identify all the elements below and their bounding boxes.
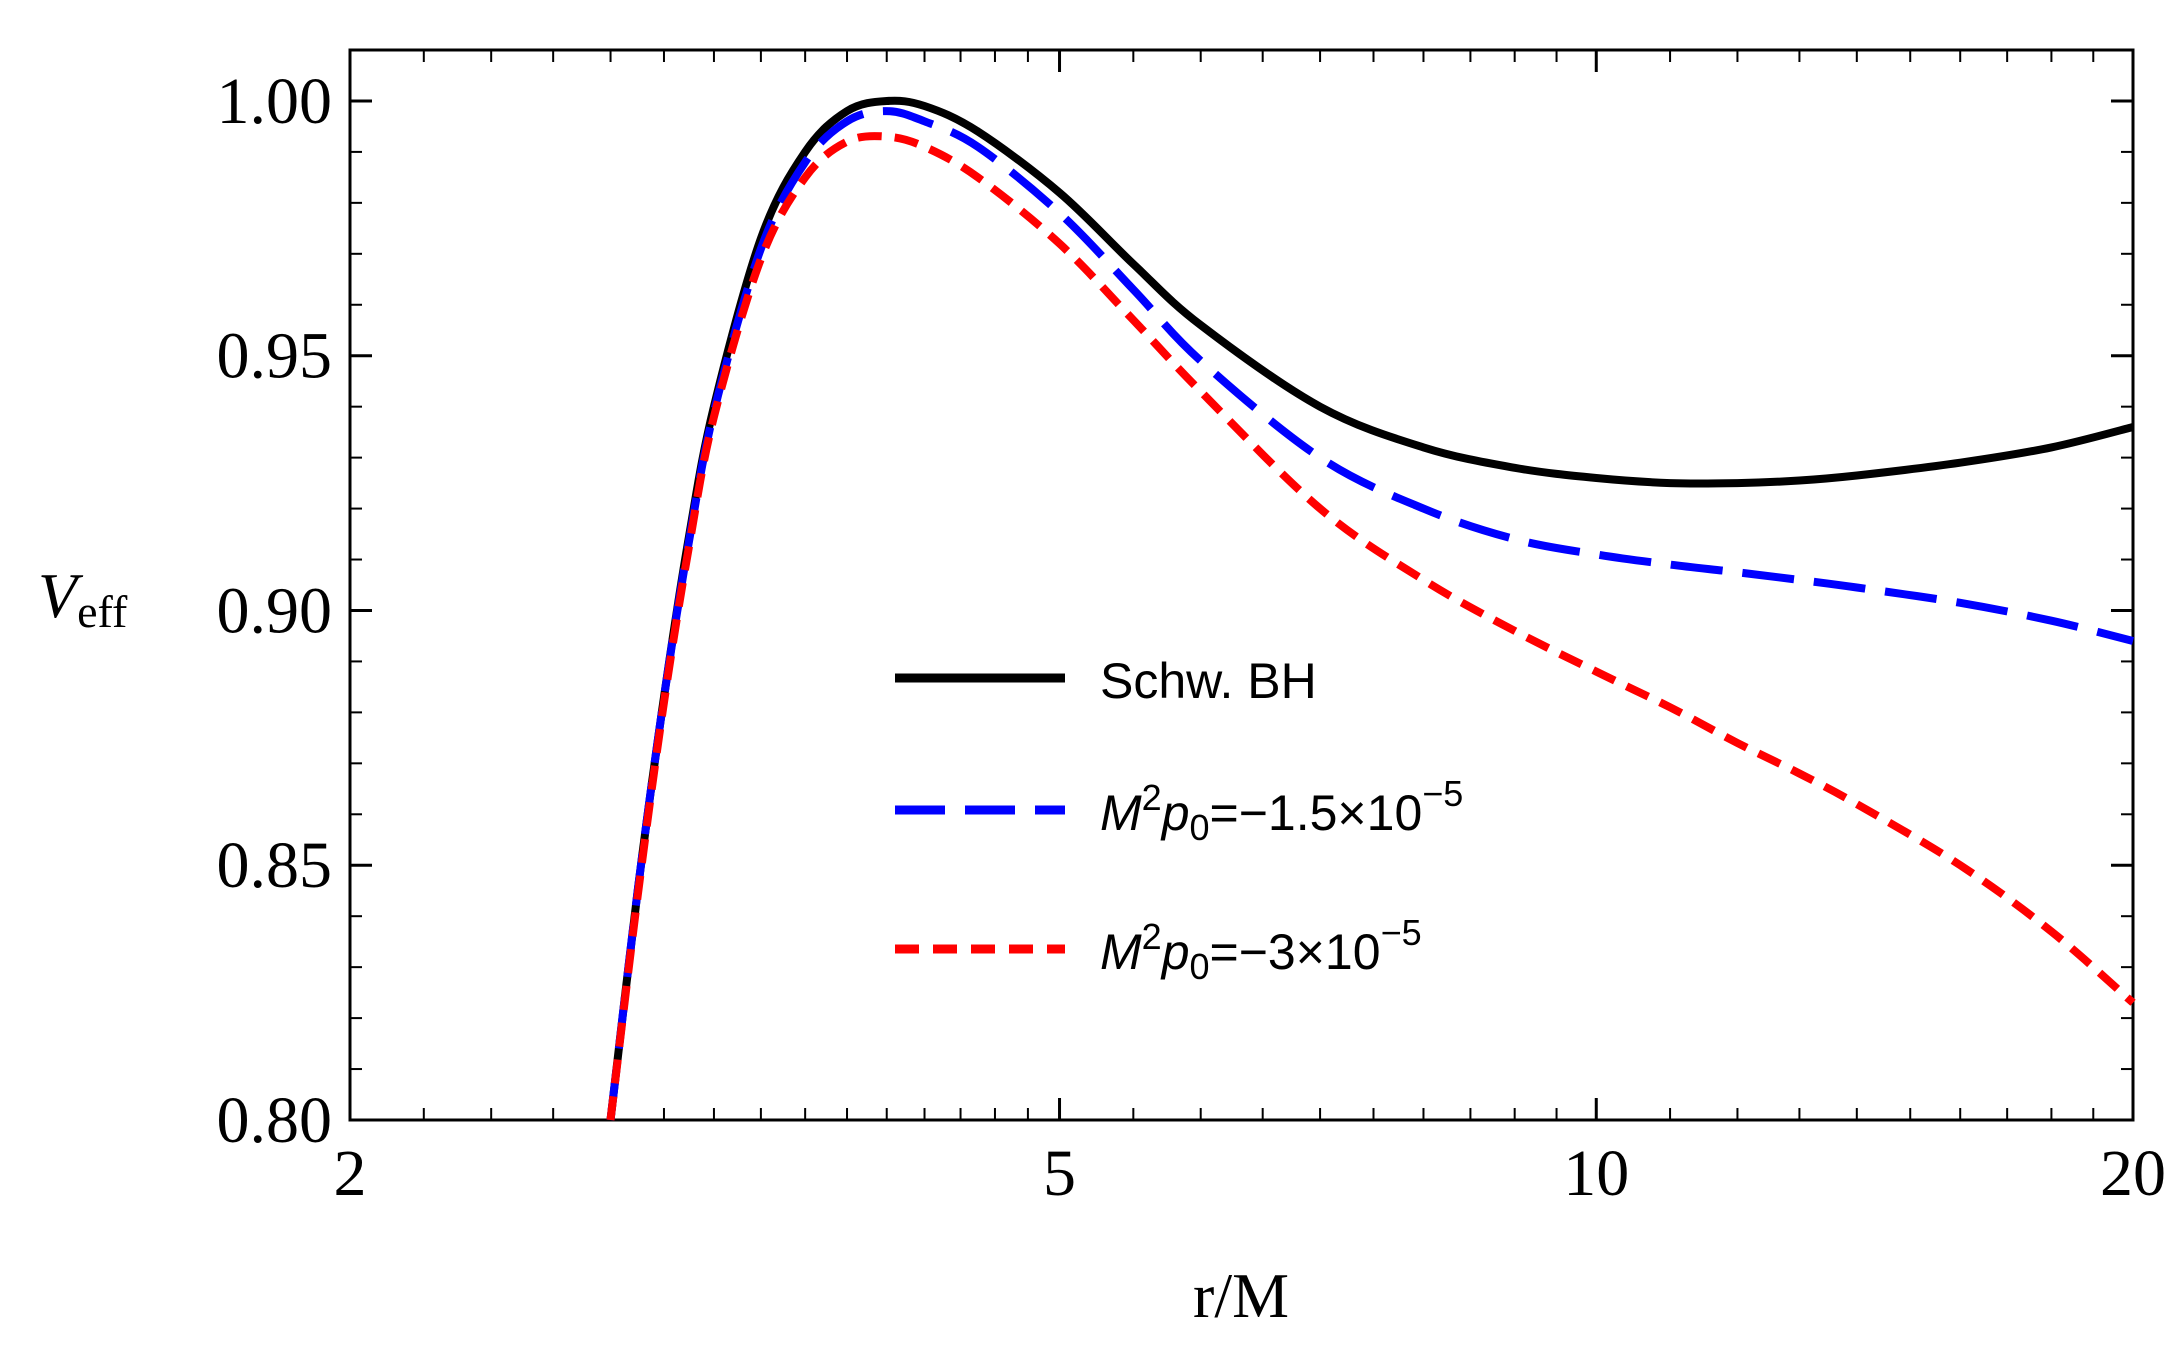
legend-label-p3: M2p0=−3×10−5	[1100, 912, 1422, 987]
legend-p3-sup: 2	[1142, 916, 1162, 957]
x-tick-label: 10	[1563, 1137, 1629, 1210]
legend-p3-exp: −5	[1381, 912, 1422, 953]
legend-p15-M: M	[1100, 785, 1142, 841]
y-tick-label: 0.90	[217, 574, 333, 647]
x-axis-label: r/M	[1193, 1260, 1289, 1331]
series-line-p15	[606, 107, 2134, 1121]
tick-labels: 2 5 10 200.800.850.900.951.00	[217, 65, 2167, 1210]
legend-p3-p: p	[1160, 924, 1190, 980]
legend-label-p15: M2p0=−1.5×10−5	[1100, 773, 1463, 848]
minor-ticks	[350, 50, 2133, 1120]
legend-p15-rest: =−1.5×10	[1210, 785, 1423, 841]
y-axis-label-sub: eff	[77, 586, 128, 637]
y-axis-label: Veff	[38, 560, 128, 637]
major-ticks	[348, 50, 2135, 1122]
y-axis-label-main: V	[38, 560, 84, 631]
y-tick-label: 1.00	[217, 65, 333, 138]
y-tick-label: 0.85	[217, 829, 333, 902]
legend-p15-sub: 0	[1190, 807, 1210, 848]
x-tick-label: 5	[1043, 1137, 1076, 1210]
legend-p3-sub: 0	[1190, 946, 1210, 987]
legend-p15-p: p	[1160, 785, 1190, 841]
legend-p3-rest: =−3×10	[1210, 924, 1381, 980]
series-line-p3	[606, 132, 2136, 1121]
legend-p15-sup: 2	[1142, 777, 1162, 818]
y-tick-label: 0.95	[217, 320, 333, 393]
y-tick-label: 0.80	[217, 1084, 333, 1157]
legend-label-schw: Schw. BH	[1100, 653, 1317, 709]
legend-p3-M: M	[1100, 924, 1142, 980]
x-tick-label: 2	[334, 1137, 367, 1210]
series-layer	[606, 96, 2136, 1121]
plot-frame	[348, 48, 2135, 1122]
legend-p15-exp: −5	[1422, 773, 1463, 814]
x-tick-label: 20	[2100, 1137, 2166, 1210]
legend: Schw. BH M2p0=−1.5×10−5 M2p0=−3×10−5	[895, 653, 1463, 987]
